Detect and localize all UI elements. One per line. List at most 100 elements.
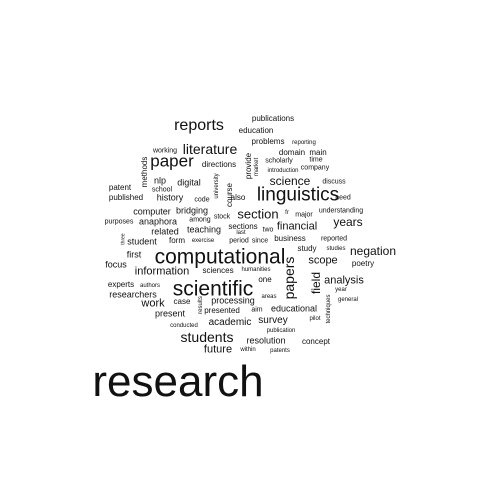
word-sciences: sciences	[202, 266, 234, 275]
word-sections: sections	[228, 222, 258, 231]
word-techniques: techniques	[326, 294, 332, 324]
word-university: university	[214, 173, 220, 199]
word-studies: studies	[326, 246, 346, 252]
word-major: major	[295, 211, 313, 219]
word-exercise: exercise	[191, 238, 215, 244]
word-digital: digital	[177, 177, 201, 188]
word-researchers: researchers	[109, 289, 157, 300]
word-authors: authors	[139, 283, 161, 289]
word-processing: processing	[211, 295, 255, 306]
word-business: business	[274, 234, 306, 243]
word-last: last	[236, 230, 246, 236]
word-scientific: scientific	[172, 277, 254, 301]
word-purposes: purposes	[104, 218, 134, 226]
word-published: published	[108, 193, 144, 202]
word-negation: negation	[349, 244, 397, 258]
word-future: future	[203, 343, 233, 356]
word-scope: scope	[308, 254, 338, 267]
word-history: history	[156, 192, 184, 203]
word-student: student	[127, 236, 157, 247]
word-conducted: conducted	[170, 323, 198, 329]
word-code: code	[194, 196, 210, 204]
word-analysis: analysis	[324, 274, 364, 287]
word-company: company	[300, 164, 330, 172]
word-reports: reports	[174, 117, 224, 134]
word-study: study	[297, 244, 317, 253]
word-problems: problems	[251, 137, 285, 146]
word-scholarly: scholarly	[265, 157, 293, 165]
word-working: working	[152, 147, 178, 155]
word-section: section	[237, 206, 279, 222]
word-experts: experts	[107, 280, 135, 289]
word-nlp: nlp	[153, 175, 167, 186]
word-results: results	[198, 296, 204, 314]
word-resolution: resolution	[246, 335, 286, 346]
word-humanities: humanities	[241, 267, 271, 273]
word-discuss: discuss	[322, 178, 346, 186]
word-within: within	[240, 347, 256, 353]
word-period: period	[229, 237, 249, 245]
word-areas: areas	[261, 294, 277, 300]
word-academic: academic	[208, 317, 252, 328]
word-reported: reported	[320, 235, 348, 243]
word-introduction: introduction	[267, 168, 299, 174]
word-survey: survey	[258, 315, 288, 326]
word-fr: fr	[285, 210, 289, 216]
word-since: since	[251, 237, 269, 245]
word-stock: stock	[213, 213, 231, 221]
word-science: science	[269, 174, 311, 188]
word-anaphora: anaphora	[138, 216, 178, 227]
word-also: also	[230, 193, 246, 202]
word-teaching: teaching	[186, 224, 222, 235]
word-linguistics: linguistics	[256, 184, 340, 206]
word-need: need	[335, 194, 351, 202]
word-pilot: pilot	[309, 316, 321, 322]
word-years: years	[333, 215, 363, 229]
word-patents: patents	[270, 348, 290, 354]
word-research: research	[92, 357, 264, 406]
word-focus: focus	[105, 259, 127, 270]
word-presented: presented	[204, 306, 240, 315]
word-time: time	[309, 156, 323, 164]
word-aim: aim	[251, 306, 263, 314]
word-general: general	[337, 297, 359, 303]
word-computer: computer	[133, 206, 171, 217]
word-papers: papers	[281, 256, 297, 300]
word-related: related	[151, 226, 179, 237]
word-paper: paper	[150, 151, 194, 171]
word-reporting: reporting	[292, 140, 316, 146]
word-case: case	[173, 297, 191, 306]
word-patent: patent	[108, 183, 132, 192]
word-form: form	[169, 236, 185, 245]
word-two: two	[262, 226, 274, 234]
word-present: present	[154, 308, 186, 319]
word-school: school	[151, 186, 173, 194]
word-provide: provide	[244, 152, 253, 180]
word-concept: concept	[301, 337, 331, 346]
word-publications: publications	[251, 114, 295, 123]
word-course: course	[225, 182, 234, 208]
word-financial: financial	[276, 220, 318, 233]
word-educational: educational	[270, 303, 318, 314]
word-domain: domain	[278, 148, 306, 157]
word-poetry: poetry	[351, 259, 375, 268]
word-year: year	[335, 287, 347, 293]
word-publication: publication	[266, 328, 296, 334]
word-three: three	[120, 233, 127, 245]
word-field: field	[309, 271, 323, 295]
word-information: information	[134, 265, 190, 278]
word-bridging: bridging	[175, 205, 209, 216]
word-students: students	[180, 329, 234, 345]
word-methods: methods	[140, 156, 149, 188]
word-literature: literature	[182, 141, 238, 157]
word-main: main	[309, 148, 327, 157]
word-directions: directions	[201, 160, 237, 169]
word-among: among	[189, 216, 211, 224]
word-understanding: understanding	[318, 207, 364, 215]
word-work: work	[141, 297, 165, 310]
word-education: education	[238, 126, 274, 135]
word-first: first	[126, 249, 142, 260]
word-market: market	[254, 157, 260, 177]
word-one: one	[258, 275, 272, 284]
